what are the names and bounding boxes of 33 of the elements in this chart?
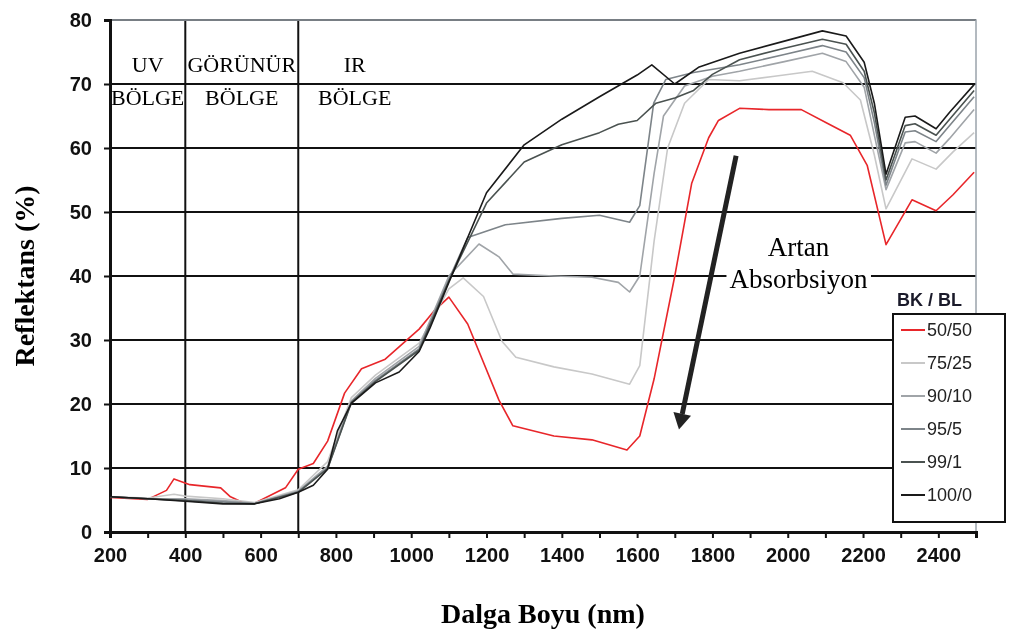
y-axis-title: Reflektans (%) bbox=[9, 185, 40, 367]
x-tick-label: 1600 bbox=[615, 544, 660, 567]
x-tick-label: 600 bbox=[244, 544, 278, 567]
x-tick-label: 800 bbox=[319, 544, 354, 567]
legend-label: 100/0 bbox=[927, 485, 973, 505]
x-tick-label: 2400 bbox=[916, 544, 962, 567]
x-tick-label: 1000 bbox=[389, 544, 434, 567]
y-tick-label: 40 bbox=[69, 264, 92, 287]
x-tick-label: 1800 bbox=[690, 544, 736, 567]
y-tick-label: 20 bbox=[69, 392, 92, 415]
x-tick-label: 400 bbox=[169, 544, 203, 567]
legend-label: 90/10 bbox=[927, 386, 973, 406]
x-tick-label: 2200 bbox=[841, 544, 886, 567]
y-tick-label: 80 bbox=[69, 8, 92, 31]
y-tick-label: 70 bbox=[69, 72, 92, 95]
x-tick-label: 2000 bbox=[765, 544, 811, 567]
legend-label: 50/50 bbox=[927, 320, 973, 340]
y-tick-label: 30 bbox=[69, 328, 92, 351]
y-tick-label: 0 bbox=[80, 520, 92, 543]
x-tick-label: 1400 bbox=[540, 544, 585, 567]
annotation: GÖRÜNÜR BÖLGE bbox=[187, 52, 297, 110]
legend-label: 95/5 bbox=[927, 419, 963, 439]
y-tick-label: 50 bbox=[69, 200, 92, 223]
x-tick-label: 200 bbox=[93, 544, 128, 567]
legend-title: BK / BL bbox=[897, 290, 962, 310]
annotation: Artan Absorbsiyon bbox=[729, 231, 868, 294]
legend-label: 75/25 bbox=[927, 353, 973, 373]
x-tick-label: 1200 bbox=[464, 544, 510, 567]
annotation: IR BÖLGE bbox=[318, 52, 392, 110]
x-axis-title: Dalga Boyu (nm) bbox=[441, 598, 645, 629]
y-tick-label: 10 bbox=[69, 456, 92, 479]
legend-label: 99/1 bbox=[927, 452, 963, 472]
y-tick-label: 60 bbox=[69, 136, 92, 159]
